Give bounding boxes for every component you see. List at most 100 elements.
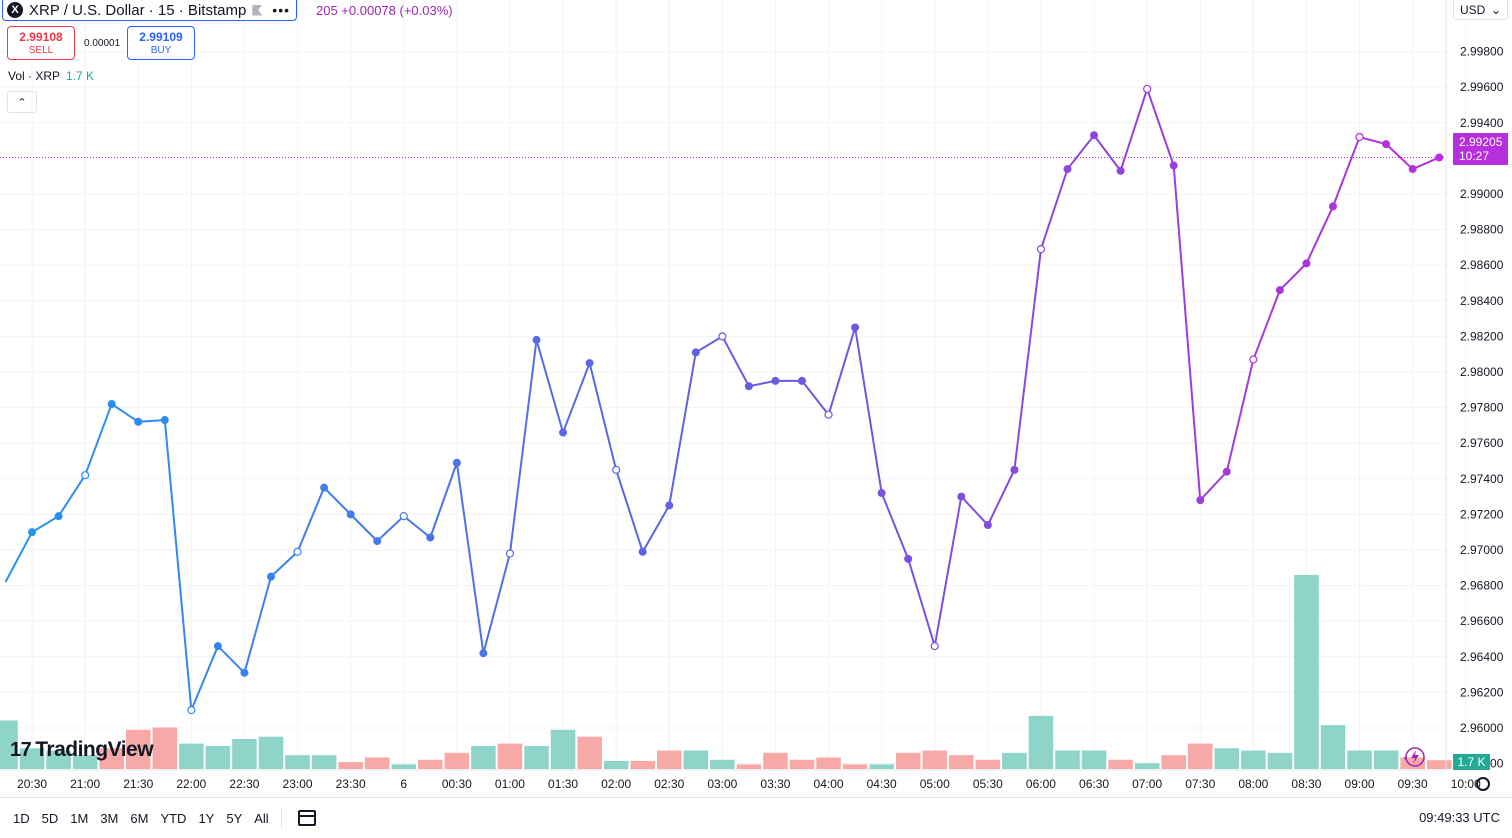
volume-bars: [0, 575, 1452, 769]
range-1m-button[interactable]: 1M: [70, 810, 89, 826]
volume-bar: [1108, 759, 1133, 769]
volume-bar: [975, 759, 1001, 769]
price-point: [373, 537, 382, 546]
time-tick-label: 23:30: [336, 777, 366, 791]
volume-legend[interactable]: Vol · XRP 1.7 K: [8, 69, 94, 83]
time-tick-label: 21:00: [70, 777, 100, 791]
price-point: [1302, 259, 1311, 268]
volume-bar: [232, 738, 257, 769]
range-5d-button[interactable]: 5D: [41, 810, 59, 826]
time-axis[interactable]: 20:30 21:00 21:30 22:00 22:30 23:00 23:30 6 00:3…: [17, 777, 1481, 791]
price-tick-label: 2.99800: [1460, 45, 1504, 59]
price-tick-label: 2.98000: [1460, 365, 1504, 379]
range-3m-button[interactable]: 3M: [100, 810, 119, 826]
price-tick-label: 2.99400: [1460, 116, 1504, 130]
price-points: [28, 84, 1444, 715]
time-tick-label: 06:00: [1026, 777, 1056, 791]
chevron-down-icon: ⌄: [1490, 2, 1501, 17]
price-point: [160, 416, 169, 425]
price-point: [1063, 165, 1072, 174]
currency-label: USD: [1460, 2, 1486, 17]
symbol-title-box[interactable]: X XRP / U.S. Dollar · 15 · Bitstamp •••: [2, 0, 298, 21]
volume-bar: [258, 736, 284, 769]
price-point: [851, 323, 860, 332]
utc-clock[interactable]: 09:49:33 UTC: [1419, 810, 1500, 825]
volume-bar: [816, 757, 841, 769]
time-tick-label: 07:30: [1185, 777, 1215, 791]
price-point: [452, 458, 461, 467]
range-1y-button[interactable]: 1Y: [198, 810, 215, 826]
price-point: [1116, 166, 1125, 175]
volume-bar: [391, 764, 417, 769]
gear-icon[interactable]: [1476, 777, 1490, 791]
price-point: [134, 417, 143, 426]
time-tick-label: 07:00: [1132, 777, 1162, 791]
price-point: [957, 492, 966, 501]
price-point: [744, 382, 753, 391]
collapse-legend-button[interactable]: ⌃: [7, 91, 37, 113]
price-point: [1036, 245, 1046, 254]
price-point: [1408, 165, 1417, 174]
volume-tag: 1.7 K: [1453, 754, 1490, 770]
tradingview-logo[interactable]: 17 TradingView: [10, 738, 154, 762]
price-axis[interactable]: 2.958002.960002.962002.964002.966002.968…: [1460, 45, 1504, 771]
time-tick-label: 04:00: [814, 777, 844, 791]
volume-bar: [656, 750, 682, 769]
volume-bar: [1134, 763, 1160, 769]
price-point: [1010, 465, 1019, 474]
volume-bar: [524, 745, 549, 769]
volume-bar: [922, 750, 948, 769]
price-chart[interactable]: 2.958002.960002.962002.964002.966002.968…: [0, 0, 1512, 797]
price-point: [930, 641, 939, 651]
price-point: [983, 521, 992, 530]
price-point: [877, 489, 886, 498]
price-point: [107, 400, 116, 409]
volume-bar: [1241, 750, 1266, 769]
buy-button[interactable]: 2.99109 BUY: [127, 26, 195, 60]
price-tick-label: 2.97000: [1460, 543, 1504, 557]
price-point: [426, 533, 435, 542]
volume-bar: [1294, 575, 1319, 769]
range-6m-button[interactable]: 6M: [130, 810, 149, 826]
price-tick-label: 2.97200: [1460, 507, 1504, 521]
tradingview-logo-icon: 17: [10, 738, 32, 761]
range-all-button[interactable]: All: [254, 810, 269, 826]
price-point: [320, 483, 329, 492]
volume-bar: [179, 743, 204, 769]
price-tick-label: 2.96000: [1460, 721, 1504, 735]
price-point: [824, 410, 833, 419]
time-tick-label: 22:30: [229, 777, 259, 791]
time-tick-label: 08:00: [1238, 777, 1268, 791]
time-tick-label: 05:30: [973, 777, 1003, 791]
lightning-icon[interactable]: [1402, 746, 1426, 768]
volume-bar: [1028, 715, 1054, 769]
time-tick-label: 06:30: [1079, 777, 1109, 791]
currency-selector[interactable]: USD ⌄: [1453, 0, 1508, 20]
calendar-icon[interactable]: [297, 810, 316, 826]
sell-button[interactable]: 2.99108 SELL: [7, 26, 75, 60]
more-options-icon[interactable]: •••: [272, 2, 291, 18]
sell-label: SELL: [28, 45, 54, 56]
price-point: [293, 547, 302, 556]
price-point: [718, 332, 727, 341]
price-tick-label: 2.97400: [1460, 472, 1504, 486]
range-1d-button[interactable]: 1D: [13, 810, 30, 826]
time-tick-label: 21:30: [123, 777, 153, 791]
volume-bar: [869, 764, 894, 769]
spread-value: 0.00001: [84, 38, 121, 49]
symbol-title[interactable]: XRP / U.S. Dollar · 15 · Bitstamp: [29, 1, 247, 19]
price-point: [346, 510, 355, 519]
volume-bar: [418, 759, 443, 769]
time-tick-label: 01:30: [548, 777, 578, 791]
volume-bar: [1320, 725, 1346, 769]
time-tick-label: 22:00: [176, 777, 206, 791]
price-point: [1169, 161, 1178, 170]
price-tick-label: 2.96800: [1460, 579, 1504, 593]
volume-bar: [311, 755, 337, 769]
range-5y-button[interactable]: 5Y: [226, 810, 243, 826]
flag-icon[interactable]: [252, 4, 263, 16]
price-point: [479, 649, 488, 658]
time-tick-label: 01:00: [495, 777, 525, 791]
price-tick-label: 2.98600: [1460, 258, 1504, 272]
range-ytd-button[interactable]: YTD: [160, 810, 187, 826]
